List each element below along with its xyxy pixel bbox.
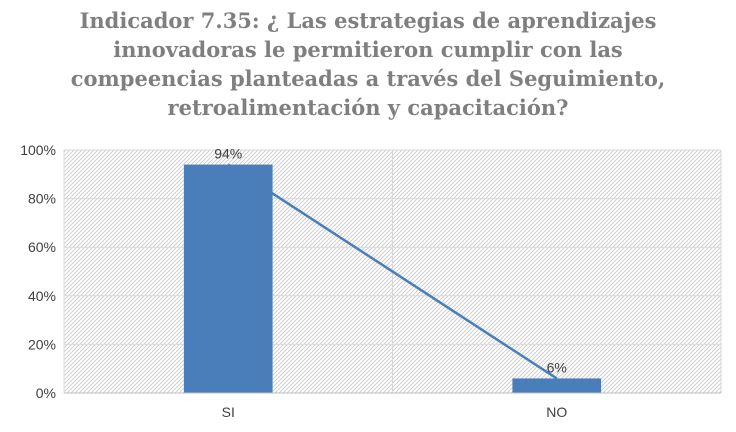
y-tick-label: 20% <box>28 336 56 352</box>
gridlines <box>63 149 722 394</box>
y-tick-label: 100% <box>20 142 56 158</box>
y-tick-label: 0% <box>36 385 56 401</box>
y-tick-label: 60% <box>28 239 56 255</box>
y-axis: 0% 20% 40% 60% 80% 100% <box>20 142 56 401</box>
y-tick-label: 40% <box>28 288 56 304</box>
data-label-si: 94% <box>214 146 242 162</box>
x-tick-label-si: SI <box>222 404 235 420</box>
trend-line-group <box>227 163 558 380</box>
trend-line <box>227 163 558 380</box>
y-tick-label: 80% <box>28 191 56 207</box>
data-labels: 94% 6% <box>214 146 567 376</box>
x-tick-label-no: NO <box>546 404 567 420</box>
bar-si <box>183 164 273 393</box>
chart-title-line-1: Indicador 7.35: ¿ Las estrategias de apr… <box>79 8 657 33</box>
x-axis: SI NO <box>64 392 721 420</box>
bar-no <box>512 378 602 393</box>
chart-title-line-2: innovadoras le permitieron cumplir con l… <box>113 37 623 62</box>
data-label-no: 6% <box>547 359 567 375</box>
bars <box>183 164 602 393</box>
chart-title-line-3: compeencias planteadas a través del Segu… <box>70 66 666 91</box>
chart-title-line-4: retroalimentación y capacitación? <box>167 95 569 120</box>
chart-title: Indicador 7.35: ¿ Las estrategias de apr… <box>0 6 736 122</box>
